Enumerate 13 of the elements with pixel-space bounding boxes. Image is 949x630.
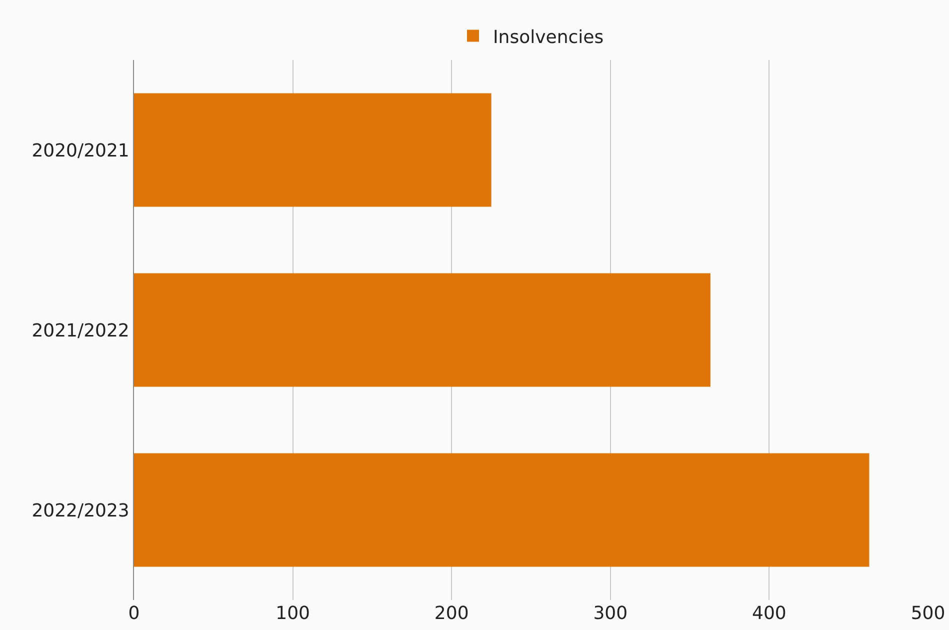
bar [134,453,870,567]
x-tick-label: 0 [128,603,140,624]
x-tick-label: 500 [910,603,946,624]
x-tick-label: 100 [276,603,310,624]
bar [134,93,492,207]
x-tick-label: 300 [593,603,628,624]
x-tick-label: 400 [752,603,786,624]
legend-label: Insolvencies [493,26,604,48]
y-tick-label: 2020/2021 [32,140,130,162]
x-tick-label: 200 [434,603,469,624]
y-tick-label: 2022/2023 [32,500,130,522]
bar [134,273,710,387]
y-tick-label: 2021/2022 [32,320,130,342]
